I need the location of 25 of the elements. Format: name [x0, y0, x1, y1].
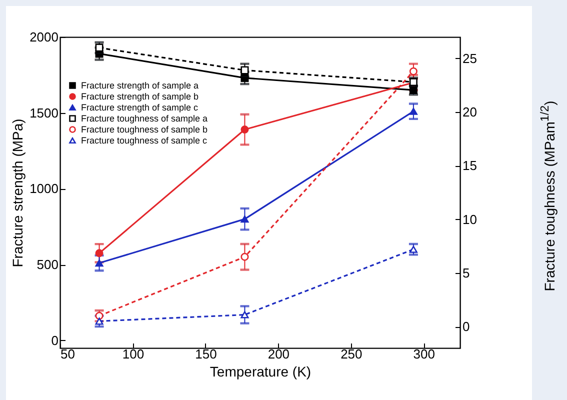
x-tick-label: 50 — [60, 346, 75, 362]
y2-tick-label: 20 — [462, 104, 477, 120]
y2-tick-label: 15 — [462, 158, 477, 174]
legend-label: Fracture toughness of sample c — [81, 136, 208, 146]
y-tick-label: 500 — [36, 257, 58, 272]
x-tick-label: 150 — [195, 346, 217, 362]
x-tick-label: 250 — [340, 346, 362, 362]
y-tick-label: 0 — [51, 332, 58, 348]
legend-label: Fracture toughness of sample b — [81, 124, 208, 134]
x-tick-label: 100 — [122, 346, 144, 362]
legend-label: Fracture strength of sample b — [81, 92, 199, 102]
y-tick-label: 1000 — [30, 181, 58, 196]
x-axis-title: Temperature (K) — [210, 364, 312, 380]
y-tick-label: 2000 — [30, 30, 58, 44]
x-tick-label: 300 — [413, 346, 435, 362]
y2-tick-label: 25 — [462, 50, 477, 66]
y2-tick-label: 0 — [462, 319, 470, 334]
y2-tick-label: 10 — [462, 212, 477, 227]
x-tick-label: 200 — [268, 346, 290, 362]
y-axis-title: Fracture strength (MPa) — [10, 118, 26, 268]
y2-tick-label: 5 — [462, 265, 470, 280]
y-tick-label: 1500 — [30, 105, 58, 120]
legend-label: Fracture toughness of sample a — [81, 114, 208, 124]
legend-label: Fracture strength of sample c — [81, 102, 199, 112]
legend-label: Fracture strength of sample a — [81, 80, 199, 90]
